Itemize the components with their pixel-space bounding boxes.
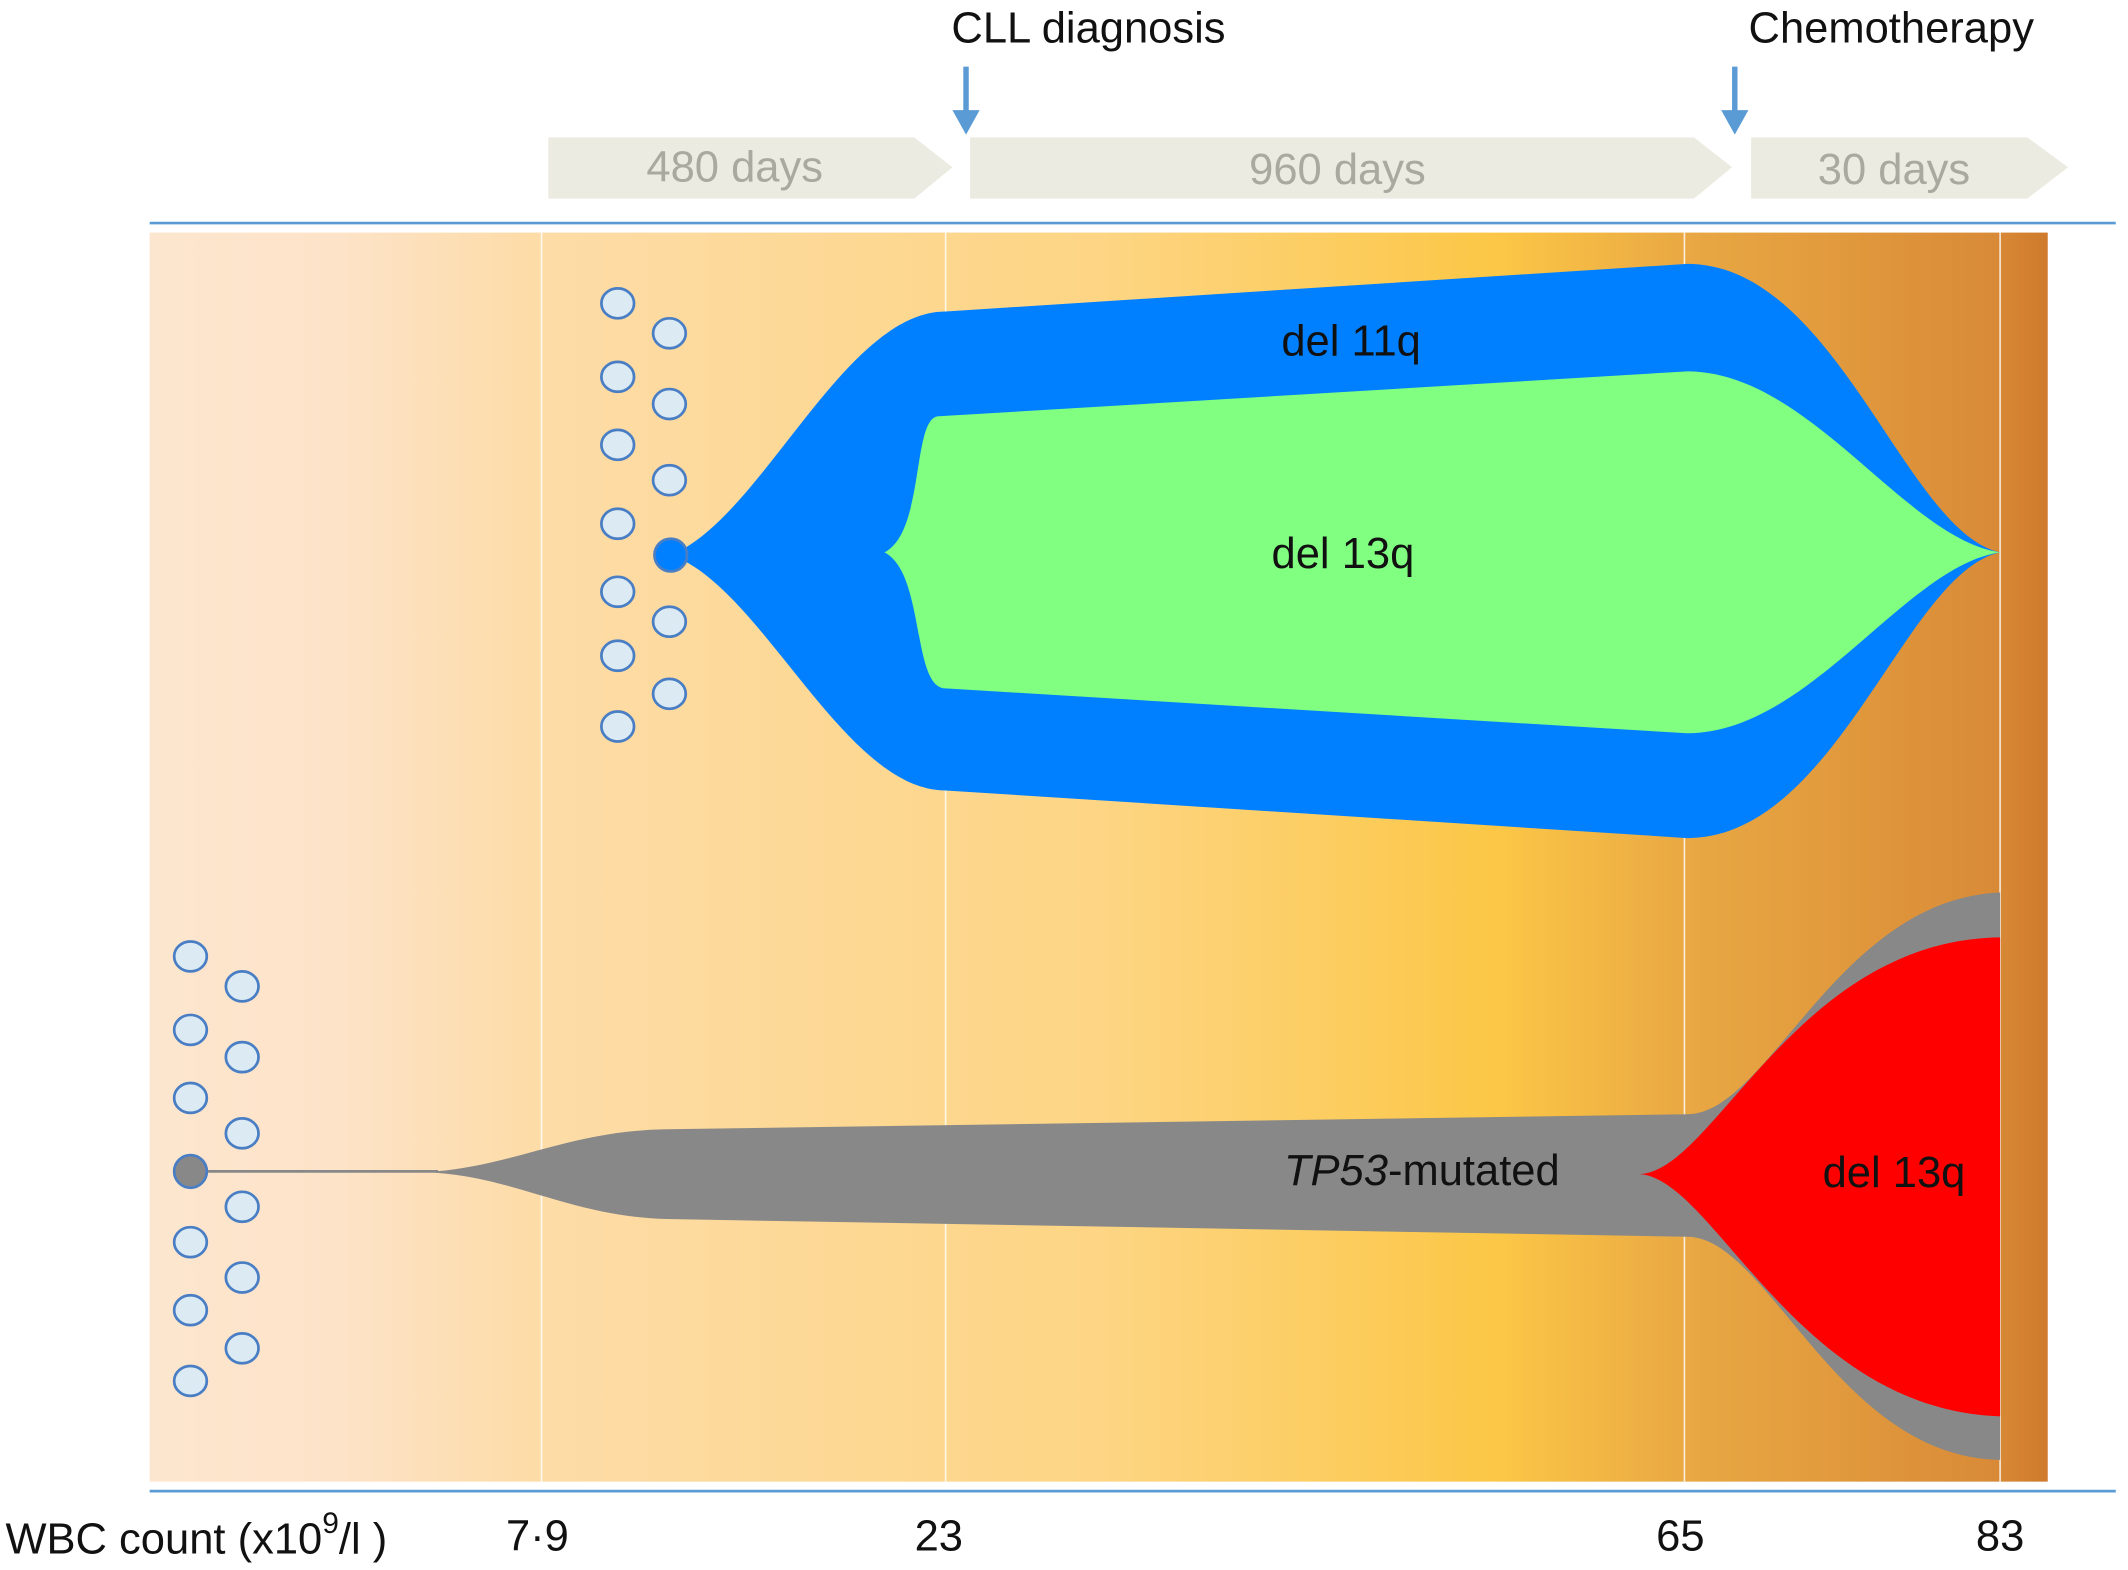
interval-label: 960 days (1249, 146, 1426, 194)
clone-label: del 13q (1272, 530, 1415, 578)
founder-cell (653, 537, 689, 573)
clone-tp53 (435, 892, 2001, 1460)
interval-label: 30 days (1818, 146, 1970, 194)
event-label: Chemotherapy (1749, 5, 2035, 53)
interval-arrows (548, 137, 2069, 199)
event-arrows (952, 66, 1749, 135)
gene-suffix: -mutated (1388, 1146, 1560, 1194)
wbc-value: 65 (1656, 1512, 1704, 1560)
clone-del13q-lower (1639, 937, 2001, 1417)
normal-cells (172, 287, 688, 1398)
wbc-label-superscript: 9 (322, 1507, 339, 1540)
clone-label: del 11q (1281, 318, 1421, 366)
clone-label: del 13q (1823, 1149, 1966, 1197)
wbc-label-prefix: WBC count (x10 (5, 1515, 322, 1563)
wbc-value: 7·9 (506, 1512, 569, 1560)
founder-cell (172, 1153, 209, 1190)
interval-label: 480 days (646, 144, 823, 192)
wbc-value: 23 (915, 1512, 963, 1560)
wbc-axis-label: WBC count (x109/l ) (5, 1507, 387, 1563)
clone-label: TP53-mutated (1284, 1146, 1560, 1194)
wbc-value: 83 (1976, 1512, 2024, 1560)
wbc-label-suffix: /l ) (339, 1515, 387, 1563)
event-label: CLL diagnosis (951, 5, 1225, 53)
gene-name: TP53 (1284, 1146, 1388, 1194)
clone-del13q (884, 371, 2001, 734)
